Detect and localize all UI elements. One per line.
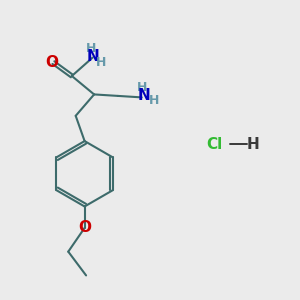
Text: H: H	[136, 81, 147, 94]
Text: O: O	[78, 220, 91, 236]
Text: H: H	[96, 56, 106, 68]
Text: H: H	[149, 94, 159, 107]
Text: H: H	[86, 42, 96, 55]
Text: O: O	[46, 55, 59, 70]
Text: Cl: Cl	[206, 136, 222, 152]
Text: N: N	[138, 88, 150, 104]
Text: N: N	[87, 49, 100, 64]
Text: H: H	[246, 136, 259, 152]
